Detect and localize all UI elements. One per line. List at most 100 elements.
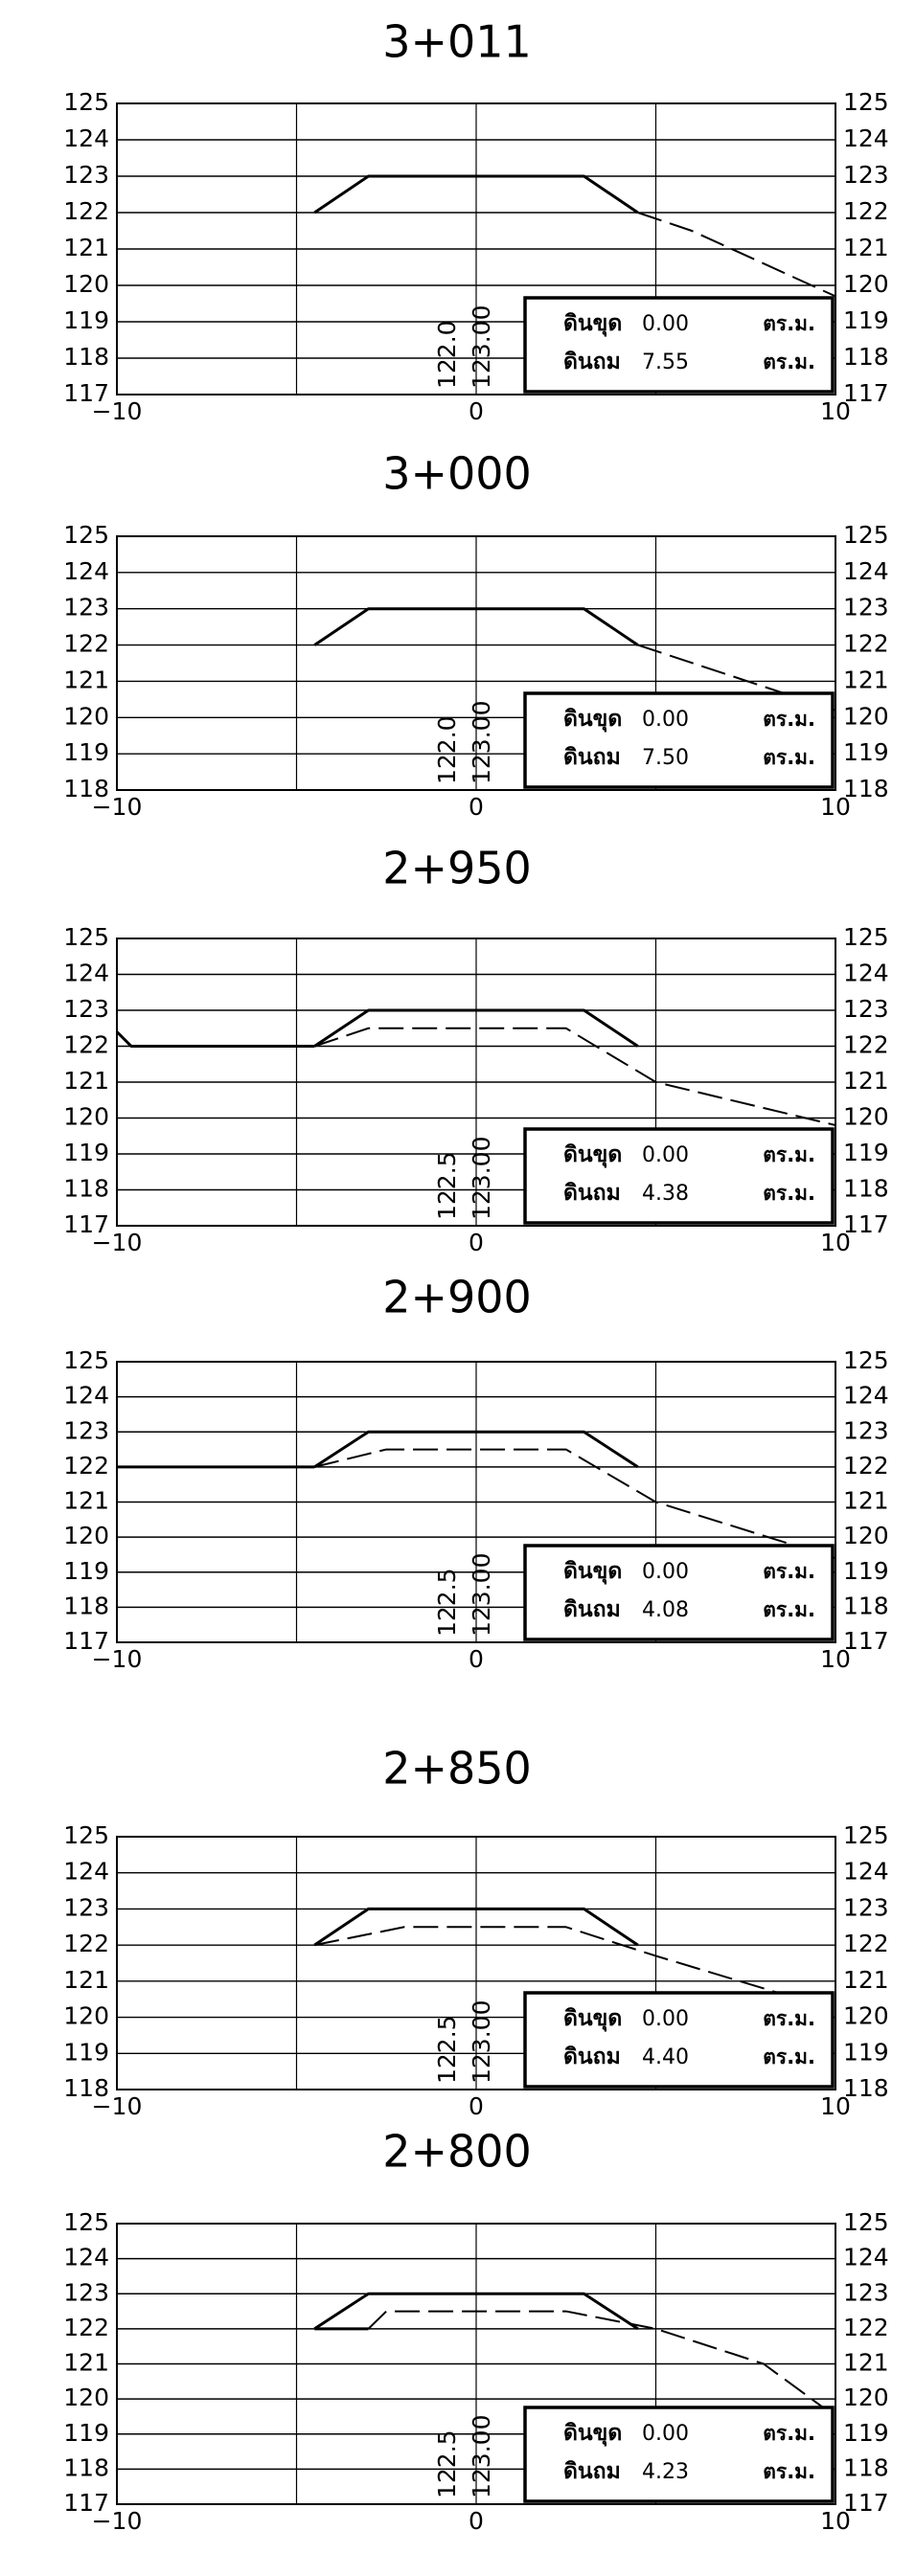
x-tick-label: −10: [92, 2507, 143, 2535]
y-tick-label-left: 125: [63, 923, 109, 951]
y-tick-label-left: 125: [63, 1821, 109, 1849]
quantity-unit: ตร.ม.: [763, 2045, 815, 2068]
section-title: 2+850: [382, 1743, 532, 1795]
y-tick-label-left: 122: [63, 630, 109, 658]
quantity-table-box: [523, 1991, 835, 2089]
quantity-value: 0.00: [642, 312, 689, 336]
x-tick-label: 0: [469, 1229, 484, 1256]
x-tick-label: −10: [92, 1229, 143, 1256]
design-line: [313, 2292, 639, 2331]
plot-frame: [116, 2223, 836, 2505]
x-tick-label: 0: [469, 1645, 484, 1673]
design-line: [313, 1008, 639, 1048]
x-tick-label: 0: [469, 793, 484, 821]
quantity-table-box: [523, 1544, 835, 1641]
y-tick-label-left: 121: [63, 2349, 109, 2377]
y-tick-label-left: 123: [63, 161, 109, 189]
x-tick-label: −10: [92, 2092, 143, 2120]
quantity-unit: ตร.ม.: [763, 1143, 815, 1166]
y-tick-label-left: 124: [63, 1858, 109, 1886]
y-tick-label-left: 124: [63, 960, 109, 987]
design-line: [313, 1907, 639, 1947]
y-tick-label-left: 120: [63, 2002, 109, 2030]
y-tick-label-right: 121: [843, 2349, 889, 2377]
design-line: [313, 174, 639, 215]
x-tick-label: 0: [469, 2507, 484, 2535]
quantity-label: ดินถม: [563, 2459, 621, 2484]
y-tick-label-left: 122: [63, 2314, 109, 2341]
y-tick-label-left: 117: [63, 1627, 109, 1655]
y-tick-label-right: 122: [843, 2314, 889, 2341]
y-tick-label-left: 125: [63, 2208, 109, 2236]
y-tick-label-left: 120: [63, 270, 109, 298]
x-tick-label: 10: [820, 2507, 851, 2535]
y-tick-label-right: 117: [843, 1627, 889, 1655]
quantity-label: ดินขุด: [563, 1142, 622, 1168]
quantity-unit: ตร.ม.: [763, 350, 815, 373]
y-tick-label-right: 123: [843, 995, 889, 1023]
y-tick-label-left: 121: [63, 1966, 109, 1994]
y-tick-label-left: 118: [63, 2074, 109, 2102]
y-tick-label-right: 123: [843, 1416, 889, 1444]
y-tick-label-right: 124: [843, 1382, 889, 1410]
ground-elevation-label: 122.5: [433, 2015, 461, 2084]
section-title: 2+900: [382, 1272, 532, 1323]
y-tick-label-right: 124: [843, 557, 889, 585]
y-tick-label-right: 121: [843, 1487, 889, 1515]
y-tick-label-right: 118: [843, 775, 889, 802]
y-tick-label-right: 123: [843, 1893, 889, 1921]
x-tick-label: 10: [820, 2092, 851, 2120]
ground-elevation-label: 122.5: [433, 1151, 461, 1220]
quantity-label: ดินขุด: [563, 2006, 622, 2032]
y-tick-label-right: 120: [843, 1522, 889, 1549]
quantity-table-box: [523, 2406, 835, 2503]
quantity-label: ดินถม: [563, 745, 621, 770]
y-tick-label-right: 125: [843, 923, 889, 951]
y-tick-label-left: 123: [63, 1416, 109, 1444]
x-tick-label: 0: [469, 2092, 484, 2120]
y-tick-label-right: 125: [843, 2208, 889, 2236]
quantity-unit: ตร.ม.: [763, 1560, 815, 1583]
y-tick-label-right: 118: [843, 1592, 889, 1619]
section-title: 3+000: [382, 448, 532, 500]
section-1: 3+011 125 125 124 124 123 123 122 122 121 121 120 12…: [63, 16, 888, 426]
x-tick-label: 10: [820, 397, 851, 425]
y-tick-label-left: 125: [63, 88, 109, 116]
quantity-value: 4.40: [642, 2045, 689, 2069]
ground-line: [314, 1448, 836, 1560]
ground-line: [637, 212, 836, 298]
y-tick-label-right: 123: [843, 594, 889, 621]
y-tick-label-right: 122: [843, 630, 889, 658]
y-tick-label-left: 118: [63, 2453, 109, 2481]
y-tick-label-left: 118: [63, 1175, 109, 1203]
quantity-value: 0.00: [642, 1560, 689, 1584]
design-elevation-label: 123.00: [468, 2415, 495, 2498]
quantity-value: 0.00: [642, 1143, 689, 1167]
y-tick-label-left: 124: [63, 557, 109, 585]
ground-line: [367, 2310, 836, 2418]
y-tick-label-left: 122: [63, 197, 109, 225]
y-tick-label-left: 122: [63, 1031, 109, 1059]
quantity-table-box: [523, 296, 835, 394]
y-tick-label-right: 118: [843, 1175, 889, 1203]
y-tick-label-left: 120: [63, 702, 109, 730]
design-line: [115, 1030, 315, 1048]
y-tick-label-left: 124: [63, 2244, 109, 2271]
section-3: 2+950 125 125 124 124 123 123 122 122 121 121 120 12…: [63, 843, 888, 1257]
x-tick-label: 0: [469, 397, 484, 425]
y-tick-label-right: 119: [843, 1139, 889, 1166]
y-tick-label-left: 119: [63, 1139, 109, 1166]
quantity-label: ดินขุด: [563, 1559, 622, 1585]
quantity-label: ดินถม: [563, 1597, 621, 1622]
y-tick-label-left: 120: [63, 2384, 109, 2411]
y-tick-label-right: 125: [843, 1346, 889, 1374]
y-tick-label-left: 118: [63, 343, 109, 371]
plot-frame: [116, 102, 836, 395]
y-tick-label-right: 120: [843, 270, 889, 298]
design-elevation-label: 123.00: [468, 305, 495, 389]
y-tick-label-right: 125: [843, 1821, 889, 1849]
y-tick-label-left: 123: [63, 594, 109, 621]
y-tick-label-left: 122: [63, 1452, 109, 1480]
